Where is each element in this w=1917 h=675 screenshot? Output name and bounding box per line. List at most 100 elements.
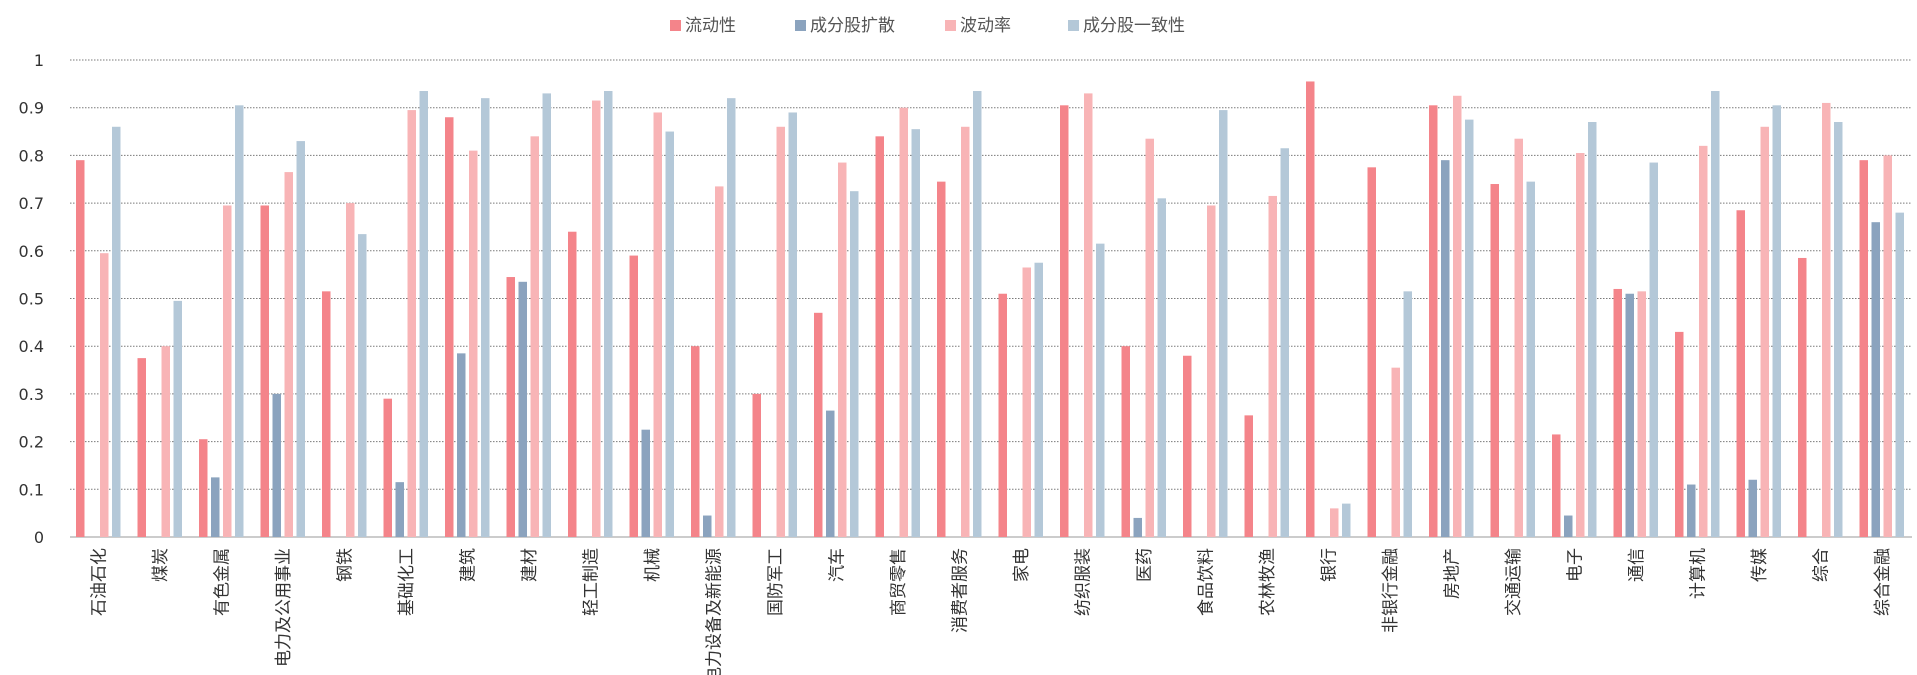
bar-4-21 [1342,503,1351,537]
bar-3-29 [1822,102,1831,538]
bar-1-1 [76,160,85,538]
legend-swatch [945,20,956,31]
bar-1-14 [875,136,884,537]
bar-3-24 [1514,138,1523,537]
bar-1-20 [1244,415,1253,537]
x-tick-label: 轻工制造 [581,548,601,616]
bar-3-20 [1268,195,1277,537]
bar-3-25 [1576,153,1585,537]
x-tick-label: 食品饮料 [1196,548,1216,616]
bar-4-14 [911,129,920,538]
bar-2-4 [272,393,281,537]
y-tick-label: 0.6 [19,242,44,261]
bar-3-15 [961,126,970,537]
bar-4-19 [1219,110,1228,538]
bar-1-5 [322,291,331,537]
bar-4-10 [665,131,674,538]
x-tick-label: 汽车 [827,548,847,582]
x-tick-label: 农林牧渔 [1258,548,1278,616]
bar-1-3 [199,439,208,537]
bar-2-7 [457,353,466,537]
x-tick-label: 交通运输 [1504,548,1524,616]
bar-3-21 [1330,508,1339,537]
y-tick-label: 0.1 [19,480,44,499]
bar-3-17 [1084,93,1093,537]
gridlines [70,59,1912,538]
bar-3-5 [346,203,355,537]
y-tick-label: 0.8 [19,146,44,165]
y-tick-label: 0 [34,528,44,547]
x-tick-label: 国防军工 [766,548,786,616]
bar-4-5 [358,234,367,538]
bar-2-27 [1687,484,1696,537]
bar-2-26 [1625,293,1634,537]
bar-3-8 [530,136,539,537]
x-tick-label: 传媒 [1750,548,1770,582]
bar-1-27 [1675,331,1684,537]
bar-4-6 [419,91,428,537]
bar-2-3 [211,477,220,537]
legend-label: 成分股扩散 [810,16,895,36]
legend-swatch [795,20,806,31]
bar-4-9 [604,91,613,537]
bar-1-15 [937,181,946,537]
x-tick-label: 非银行金融 [1381,548,1401,633]
bar-2-8 [518,281,527,537]
bar-3-28 [1760,126,1769,537]
bar-1-4 [260,205,269,538]
bar-1-18 [1121,346,1130,537]
bar-4-20 [1280,148,1289,537]
bar-4-18 [1157,198,1166,537]
bar-1-17 [1060,105,1069,537]
x-tick-label: 银行 [1319,548,1339,582]
bar-4-30 [1895,212,1904,537]
bar-3-27 [1699,145,1708,538]
bar-4-22 [1403,291,1412,537]
bar-4-11 [727,98,736,537]
bar-3-30 [1883,155,1892,537]
bar-4-2 [173,300,182,537]
bar-3-7 [469,150,478,537]
legend: 流动性 成分股扩散 波动率 成分股一致性 [670,16,1185,36]
bar-4-17 [1096,243,1105,537]
x-tick-label: 房地产 [1442,548,1462,599]
bar-4-24 [1526,181,1535,537]
bar-1-8 [506,277,515,537]
legend-label: 波动率 [960,16,1011,36]
bar-4-7 [481,98,490,537]
bar-3-22 [1391,367,1400,537]
x-tick-label: 电子 [1565,548,1585,582]
y-tick-label: 0.2 [19,433,44,452]
bar-2-18 [1133,517,1142,537]
bar-4-1 [112,126,121,537]
bar-2-10 [641,429,650,537]
x-tick-label: 家电 [1012,548,1032,582]
legend-swatch [1068,20,1079,31]
bar-4-23 [1465,119,1474,537]
bar-4-16 [1034,262,1043,537]
bar-4-4 [296,141,305,537]
bar-4-12 [788,112,797,537]
bar-3-12 [776,126,785,537]
bar-3-1 [100,253,109,537]
bar-3-13 [838,162,847,537]
y-tick-label: 0.5 [19,290,44,309]
x-tick-label: 电力及公用事业 [274,548,294,667]
bar-4-15 [973,91,982,537]
x-tick-label: 建材 [520,548,540,582]
bar-3-2 [161,346,170,537]
x-tick-label: 商贸零售 [889,548,909,616]
bar-4-29 [1834,122,1843,537]
bar-2-30 [1871,222,1880,537]
x-tick-label: 基础化工 [397,548,417,616]
bar-3-18 [1145,138,1154,537]
bar-3-23 [1453,95,1462,538]
bar-4-25 [1588,122,1597,537]
bar-1-6 [383,398,392,537]
x-axis: 石油石化 煤炭 有色金属 电力及公用事业 钢铁 基础化工 建筑 建材 轻工制造 机械 电力设备及新能… [89,548,1893,675]
bars [76,81,1904,538]
bar-1-21 [1306,81,1315,537]
bar-1-9 [568,231,577,537]
bar-1-30 [1859,160,1868,538]
